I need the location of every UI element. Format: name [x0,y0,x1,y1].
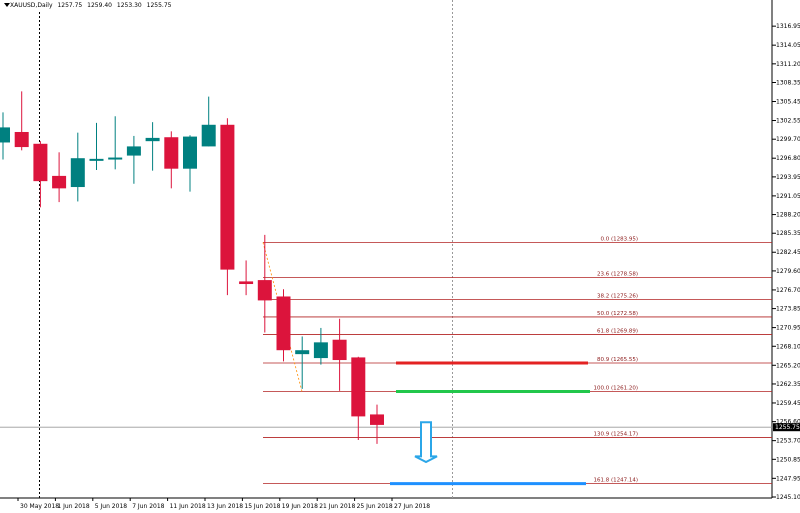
y-tick-label: 1305.45 [776,99,800,106]
down-arrow-icon [414,421,438,464]
x-tick-label: 27 Jun 2018 [394,503,430,510]
candle-body [313,342,328,359]
y-tick-label: 1311.20 [776,61,800,68]
candle-body [183,136,197,169]
y-tick-label: 1273.85 [776,306,800,313]
low-value: 1253.30 [116,2,142,9]
candle-body [332,339,347,361]
y-tick-label: 1256.60 [776,419,800,426]
y-tick-label: 1259.45 [776,400,800,407]
candle-body [239,281,254,285]
fib-level-label: 130.9 (1254.17) [593,432,638,438]
x-tick-label: 15 Jun 2018 [244,503,280,510]
x-tick-label: 25 Jun 2018 [357,503,393,510]
y-tick-label: 1265.20 [776,362,800,369]
y-tick-label: 1253.70 [776,438,800,445]
candle-body [370,414,384,425]
y-tick-label: 1296.80 [776,155,800,162]
y-tick-label: 1285.35 [776,230,800,237]
candle-body [351,357,366,417]
y-tick-label: 1308.35 [776,80,800,87]
candle-body [14,131,29,148]
fib-level-label: 80.9 (1265.55) [597,357,638,363]
candle-body [276,296,291,351]
y-tick-label: 1250.85 [776,456,800,463]
y-tick-label: 1288.20 [776,212,800,219]
candle-body [257,280,272,301]
chart-header: XAUUSD,Daily 1257.75 1259.40 1253.30 125… [10,1,174,10]
x-tick-label: 30 May 2018 [20,503,59,510]
candle-body [126,146,141,156]
candle-body [201,124,216,147]
fib-level-label: 23.6 (1278.58) [597,272,638,278]
x-tick-label: 1 Jun 2018 [57,503,89,510]
current-price-label: 1255.75 [775,424,800,431]
chart-menu-icon[interactable] [4,3,10,7]
y-tick-label: 1245.10 [776,494,800,501]
candle-body [164,137,179,169]
symbol-timeframe: XAUUSD,Daily [10,2,53,9]
y-tick-label: 1291.05 [776,193,800,200]
fib-level-label: 38.2 (1275.26) [597,293,638,299]
y-tick-label: 1247.95 [776,475,800,482]
current-price-tag [773,423,800,432]
y-tick-label: 1268.10 [776,343,800,350]
y-tick-label: 1270.95 [776,325,800,332]
candle-body [33,143,48,182]
fib-level-label: 161.8 (1247.14) [593,478,638,484]
close-value: 1255.75 [146,2,172,9]
candle-body [220,124,235,270]
candle-body [108,157,123,160]
high-value: 1259.40 [87,2,112,9]
candle-body [89,158,104,161]
x-tick-label: 13 Jun 2018 [207,503,243,510]
y-tick-label: 1276.70 [776,287,800,294]
open-value: 1257.75 [57,2,83,9]
y-tick-label: 1316.95 [776,23,800,30]
fib-level-label: 100.0 (1261.20) [593,385,638,391]
candle-body [70,158,85,188]
y-tick-label: 1262.35 [776,381,800,388]
candle-body [52,175,67,189]
x-tick-label: 5 Jun 2018 [95,503,127,510]
x-tick-label: 19 Jun 2018 [282,503,318,510]
fib-level-label: 61.8 (1269.89) [597,329,638,335]
y-tick-label: 1282.45 [776,249,800,256]
fib-level-label: 50.0 (1272.58) [597,311,638,317]
y-tick-label: 1279.60 [776,268,800,275]
candle-body [0,127,10,143]
x-tick-label: 21 Jun 2018 [319,503,355,510]
x-tick-label: 11 Jun 2018 [170,503,206,510]
x-tick-label: 7 Jun 2018 [132,503,164,510]
y-tick-label: 1314.05 [776,42,800,49]
y-tick-label: 1299.70 [776,136,800,143]
fib-level-label: 0.0 (1283.95) [600,236,638,242]
candle-body [145,137,160,142]
y-tick-label: 1302.55 [776,118,800,125]
candle-body [295,350,310,355]
y-tick-label: 1293.95 [776,174,800,181]
